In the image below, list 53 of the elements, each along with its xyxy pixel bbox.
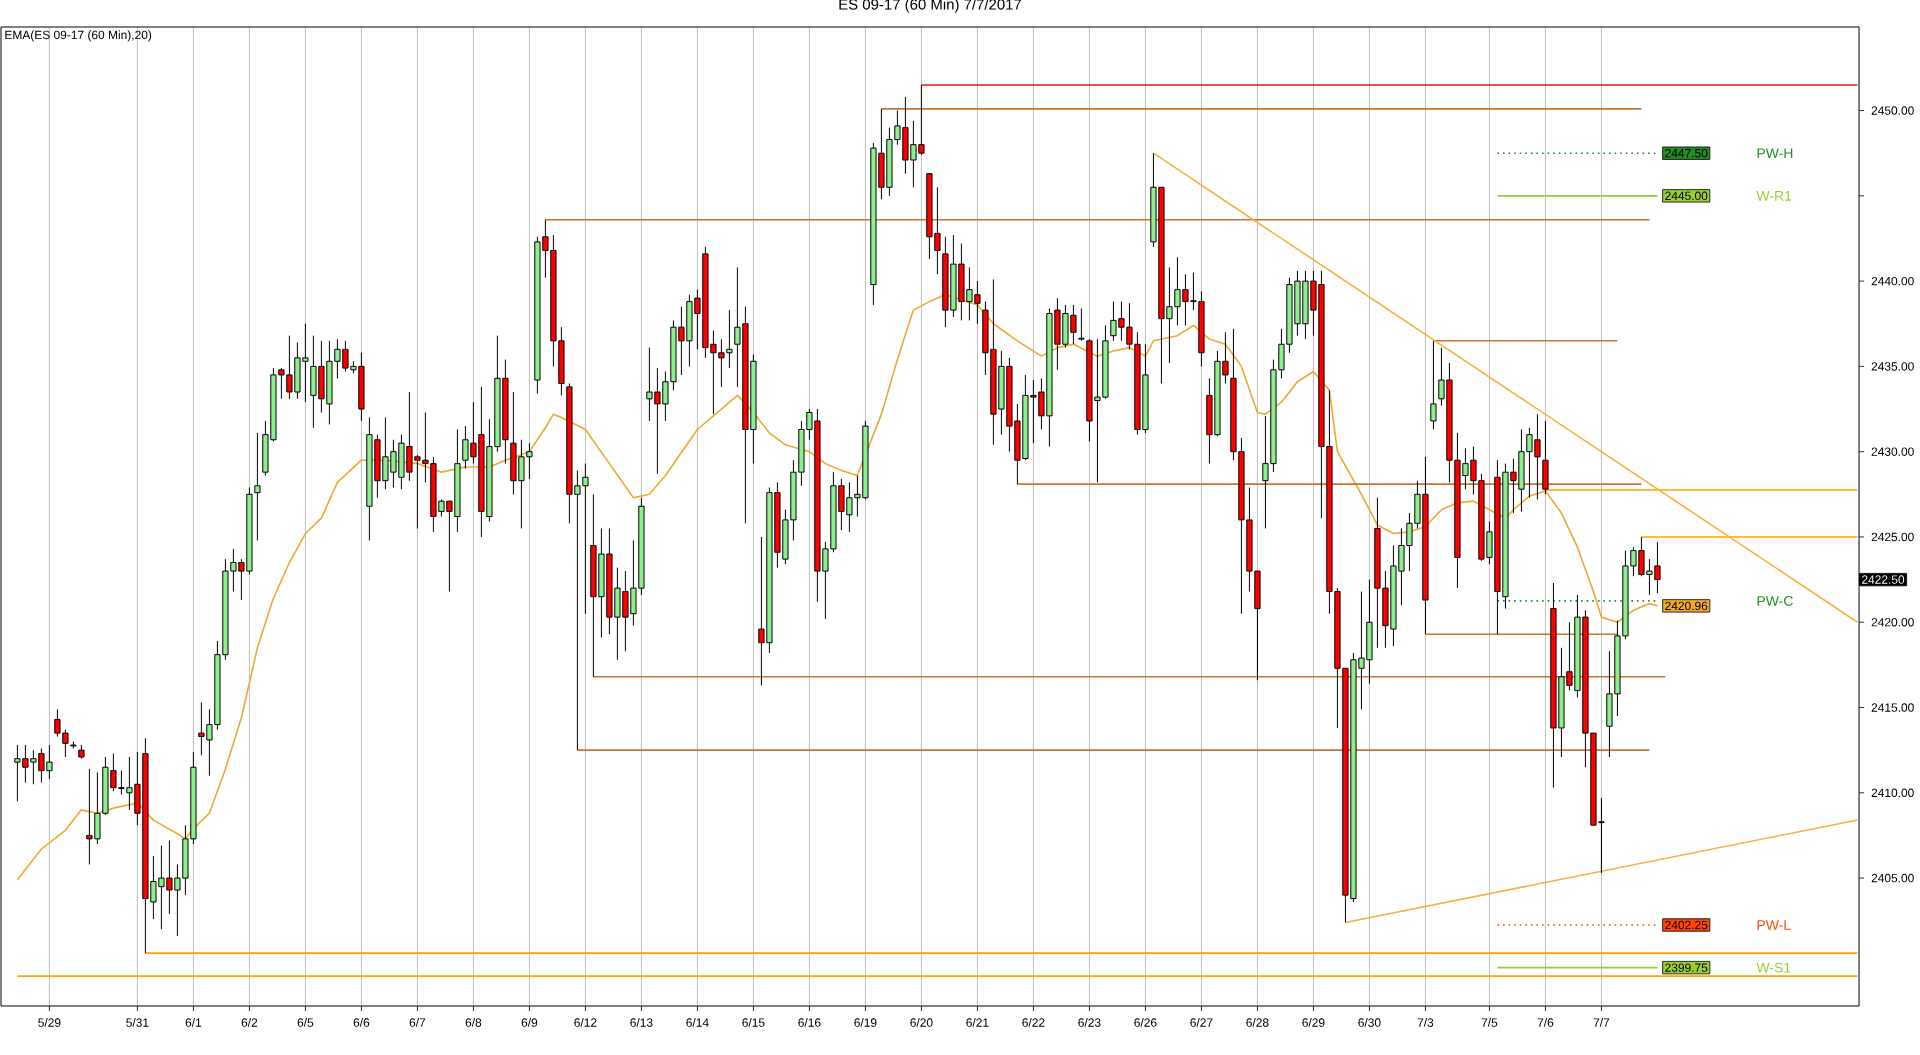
x-tick-label: 6/22	[1022, 1018, 1045, 1027]
y-tick-label: 2415.00	[1871, 703, 1914, 712]
x-tick-label: 7/5	[1481, 1018, 1498, 1027]
x-tick-label: 7/7	[1593, 1018, 1610, 1027]
x-tick-label: 6/15	[742, 1018, 765, 1027]
text: W-R1	[1756, 191, 1792, 201]
data-label: 2447.50	[1665, 148, 1708, 158]
y-tick-label: 2420.00	[1871, 618, 1914, 627]
x-tick-label: 6/6	[353, 1018, 370, 1027]
x-tick-label: 6/29	[1302, 1018, 1325, 1027]
x-tick-label: 6/7	[409, 1018, 426, 1027]
x-tick-label: 6/26	[1134, 1018, 1157, 1027]
x-tick-label: 6/23	[1078, 1018, 1101, 1027]
x-tick-label: 6/28	[1246, 1018, 1269, 1027]
x-tick-label: 6/13	[630, 1018, 653, 1027]
line-series	[16, 293, 1659, 881]
x-tick-label: 7/3	[1417, 1018, 1434, 1027]
x-tick-label: 6/20	[910, 1018, 933, 1027]
data-label: 2445.00	[1665, 191, 1708, 201]
x-tick-label: 6/9	[521, 1018, 538, 1027]
y-tick-label: 2430.00	[1871, 447, 1914, 456]
x-tick-label: 6/2	[241, 1018, 258, 1027]
y-tick-label: 2450.00	[1871, 106, 1914, 115]
x-tick-label: 6/16	[798, 1018, 821, 1027]
x-tick-label: 6/1	[185, 1018, 202, 1027]
text: PW-H	[1757, 148, 1793, 158]
x-tick-label: 6/8	[465, 1018, 482, 1027]
text: 2422.50	[1862, 575, 1905, 584]
chart-subtitle: EMA(ES 09-17 (60 Min),20)	[5, 30, 152, 42]
candlestick	[1430, 340, 1437, 431]
x-tick-label: 6/30	[1358, 1018, 1381, 1027]
text: PW-L	[1757, 920, 1791, 930]
data-label: 2420.96	[1665, 601, 1708, 611]
x-tick-label: 6/14	[686, 1018, 709, 1027]
y-tick-label: 2410.00	[1871, 788, 1914, 798]
x-tick-label: 5/29	[38, 1018, 61, 1027]
candlestick	[254, 432, 261, 541]
candlestick	[1078, 307, 1085, 342]
text: PW-C	[1757, 596, 1793, 606]
x-tick-label: 7/6	[1537, 1018, 1554, 1027]
y-tick-label: 2440.00	[1871, 276, 1914, 286]
y-tick-label: 2435.00	[1871, 362, 1914, 371]
data-label: 2402.25	[1665, 920, 1708, 930]
data-label: 2399.75	[1665, 963, 1708, 972]
x-tick-label: 6/27	[1190, 1018, 1213, 1027]
x-tick-label: 6/12	[574, 1018, 597, 1027]
y-tick-label: 2405.00	[1871, 873, 1914, 883]
y-tick-label: 2425.00	[1871, 532, 1914, 542]
x-tick-label: 5/31	[126, 1018, 149, 1027]
text: W-S1	[1756, 962, 1791, 973]
x-tick-label: 6/19	[854, 1018, 877, 1027]
x-tick-label: 6/5	[297, 1018, 314, 1027]
x-tick-label: 6/21	[966, 1018, 989, 1027]
